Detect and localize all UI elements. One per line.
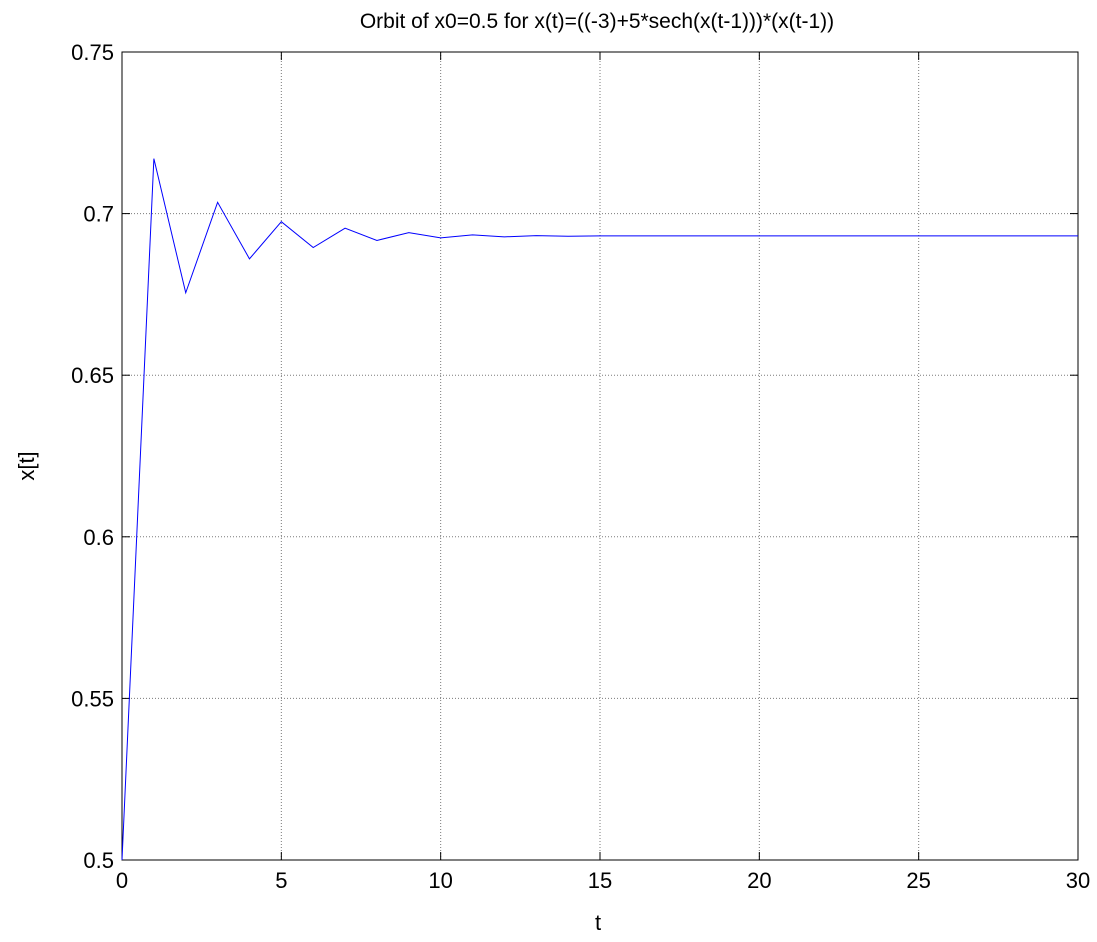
x-tick-label: 10 bbox=[428, 868, 452, 893]
x-tick-label: 30 bbox=[1066, 868, 1090, 893]
x-axis-label: t bbox=[595, 910, 601, 935]
y-tick-label: 0.7 bbox=[83, 202, 114, 227]
x-tick-label: 5 bbox=[275, 868, 287, 893]
y-tick-label: 0.6 bbox=[83, 525, 114, 550]
y-tick-label: 0.55 bbox=[71, 686, 114, 711]
tick-labels: 0 5 10 15 20 25 30 0.5 0.55 0.6 0.65 0.7 0.75 bbox=[71, 40, 1090, 893]
axis-ticks bbox=[121, 51, 1079, 861]
grid bbox=[122, 52, 1078, 860]
y-axis-label: x[t] bbox=[14, 451, 39, 480]
x-tick-label: 20 bbox=[747, 868, 771, 893]
y-tick-label: 0.75 bbox=[71, 40, 114, 65]
x-tick-label: 15 bbox=[588, 868, 612, 893]
chart-title: Orbit of x0=0.5 for x(t)=((-3)+5*sech(x(… bbox=[360, 10, 834, 33]
data-series bbox=[121, 158, 1078, 861]
series-line bbox=[121, 158, 1078, 861]
x-tick-label: 25 bbox=[906, 868, 930, 893]
y-tick-label: 0.65 bbox=[71, 363, 114, 388]
y-tick-label: 0.5 bbox=[83, 848, 114, 873]
x-tick-label: 0 bbox=[116, 868, 128, 893]
